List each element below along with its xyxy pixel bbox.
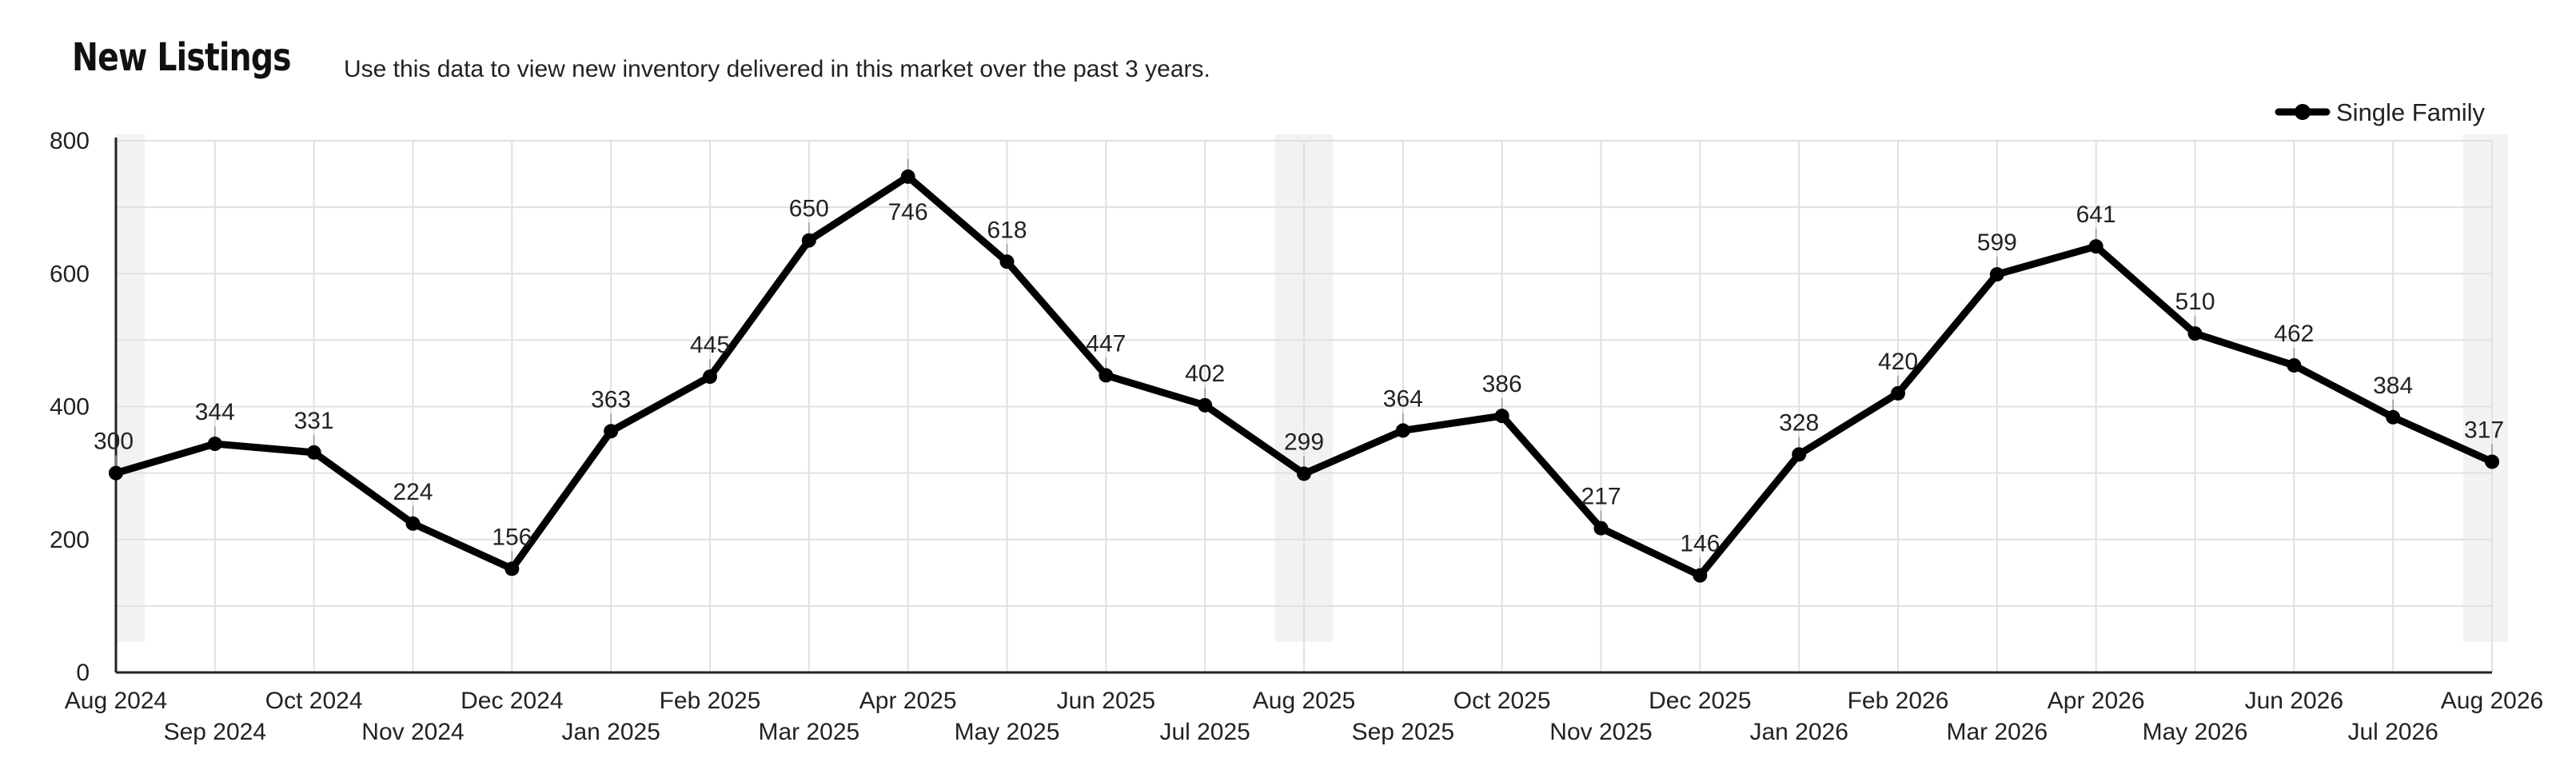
x-tick-label: Nov 2024 [361, 719, 464, 745]
data-point [109, 465, 123, 481]
x-tick-label: Oct 2024 [265, 688, 363, 714]
x-tick-label: Apr 2025 [859, 688, 957, 714]
data-label: 299 [1284, 429, 1324, 455]
x-tick-label: Jul 2026 [2347, 719, 2438, 745]
data-point [1593, 521, 1609, 536]
data-label: 156 [492, 524, 532, 550]
data-label: 363 [591, 386, 631, 413]
x-tick-label: Mar 2025 [758, 719, 859, 745]
data-point [1792, 447, 1807, 462]
highlight-band [116, 134, 145, 642]
data-label: 331 [294, 408, 334, 434]
chart-subtitle: Use this data to view new inventory deli… [344, 56, 1210, 82]
data-label: 420 [1878, 349, 1918, 375]
data-point [2187, 326, 2203, 341]
data-point [2485, 454, 2499, 469]
x-tick-label: Nov 2025 [1549, 719, 1652, 745]
data-label: 328 [1779, 409, 1819, 436]
legend-marker [2295, 104, 2311, 120]
data-point [405, 516, 421, 531]
data-label: 344 [195, 399, 235, 425]
x-tick-label: Sep 2024 [164, 719, 266, 745]
x-tick-label: May 2026 [2143, 719, 2248, 745]
x-tick-label: Aug 2024 [65, 688, 167, 714]
data-label: 364 [1383, 385, 1423, 412]
data-point [2386, 409, 2401, 425]
data-point [1198, 397, 1213, 413]
y-tick-label: 0 [76, 660, 90, 686]
data-label: 402 [1185, 361, 1225, 387]
data-label: 217 [1581, 484, 1621, 510]
x-tick-label: Aug 2026 [2441, 688, 2543, 714]
x-tick-label: Jan 2025 [561, 719, 660, 745]
data-label: 599 [1977, 229, 2017, 256]
data-label: 386 [1482, 371, 1522, 397]
highlight-band [2463, 134, 2508, 642]
data-point [604, 424, 619, 439]
data-label: 445 [690, 332, 730, 358]
x-tick-label: Jul 2025 [1159, 719, 1250, 745]
data-label: 384 [2373, 373, 2413, 399]
x-tick-label: Jan 2026 [1749, 719, 1848, 745]
data-label: 462 [2274, 321, 2314, 347]
data-label: 224 [393, 479, 433, 505]
data-label: 146 [1680, 531, 1720, 557]
data-point [306, 445, 321, 460]
data-point [1494, 409, 1509, 424]
data-point [900, 169, 915, 184]
data-point [703, 369, 717, 385]
data-label: 650 [789, 196, 829, 222]
data-point [999, 254, 1015, 269]
data-label: 641 [2076, 201, 2116, 228]
legend-label: Single Family [2336, 98, 2486, 126]
chart-title: New Listings [72, 35, 292, 80]
data-point [1099, 368, 1114, 383]
x-tick-label: Jun 2026 [2245, 688, 2343, 714]
y-tick-label: 200 [50, 527, 90, 553]
y-tick-label: 600 [50, 261, 90, 287]
x-tick-label: Sep 2025 [1352, 719, 1454, 745]
x-tick-label: Feb 2026 [1848, 688, 1949, 714]
x-tick-label: Oct 2025 [1453, 688, 1551, 714]
data-label: 618 [987, 217, 1027, 243]
data-point [2088, 239, 2103, 254]
data-label: 317 [2464, 417, 2504, 443]
data-point [2287, 357, 2302, 373]
y-tick-label: 800 [50, 128, 90, 154]
x-tick-label: Apr 2026 [2048, 688, 2145, 714]
data-point [207, 437, 222, 452]
data-point [1297, 466, 1311, 481]
x-tick-label: Mar 2026 [1946, 719, 2048, 745]
data-label: 300 [94, 429, 134, 455]
y-tick-label: 400 [50, 394, 90, 421]
data-point [1693, 568, 1708, 583]
x-tick-label: Aug 2025 [1253, 688, 1355, 714]
data-point [504, 561, 520, 577]
x-tick-label: May 2025 [955, 719, 1060, 745]
x-tick-label: Dec 2024 [461, 688, 563, 714]
data-point [801, 233, 816, 248]
data-point [1989, 267, 2004, 282]
x-tick-label: Feb 2025 [660, 688, 761, 714]
x-tick-label: Jun 2025 [1057, 688, 1155, 714]
data-point [1395, 423, 1410, 438]
x-tick-label: Dec 2025 [1649, 688, 1751, 714]
data-label: 510 [2175, 289, 2215, 315]
data-label: 447 [1086, 330, 1126, 357]
data-point [1891, 385, 1905, 401]
data-label: 746 [888, 199, 928, 225]
